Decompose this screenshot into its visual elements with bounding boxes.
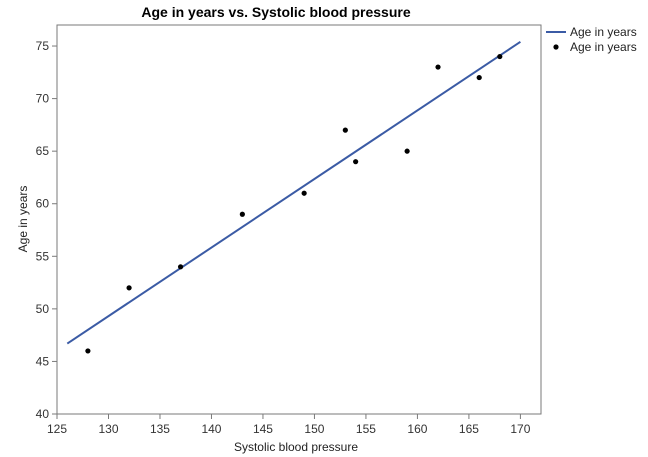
x-tick-label: 170 (510, 422, 530, 436)
y-axis: 40 45 50 55 60 65 70 75 (36, 39, 57, 421)
plot-marks (66, 40, 521, 354)
x-tick-label: 125 (47, 422, 67, 436)
data-point (404, 148, 410, 154)
x-tick-label: 130 (98, 422, 118, 436)
x-axis: 125 130 135 140 145 150 155 160 165 170 (47, 414, 531, 436)
data-point (301, 190, 307, 196)
data-point (435, 64, 441, 70)
x-tick-label: 160 (407, 422, 427, 436)
legend: Age in years Age in years (546, 25, 637, 54)
data-point (126, 285, 132, 291)
y-tick-label: 70 (36, 92, 50, 106)
y-axis-title: Age in years (16, 186, 30, 253)
y-tick-label: 65 (36, 144, 50, 158)
data-point (497, 53, 503, 60)
y-tick-label: 50 (36, 302, 50, 316)
x-tick-label: 150 (304, 422, 324, 436)
data-point (239, 211, 245, 217)
y-tick-label: 60 (36, 197, 50, 211)
y-tick-label: 40 (36, 407, 50, 421)
plot-area (56, 24, 542, 415)
data-point (177, 264, 184, 270)
data-point (85, 348, 91, 354)
x-axis-title: Systolic blood pressure (234, 440, 358, 454)
legend-line-label: Age in years (570, 25, 637, 39)
data-point (353, 159, 359, 165)
y-tick-label: 45 (36, 354, 50, 368)
data-point (342, 127, 348, 133)
x-tick-label: 140 (201, 422, 221, 436)
chart-title: Age in years vs. Systolic blood pressure (141, 4, 410, 20)
x-tick-label: 145 (253, 422, 273, 436)
y-tick-label: 55 (36, 249, 50, 263)
legend-point-label: Age in years (570, 40, 637, 54)
legend-point-swatch (553, 44, 559, 50)
fit-line (66, 40, 521, 345)
x-tick-label: 135 (150, 422, 170, 436)
x-tick-label: 155 (356, 422, 376, 436)
y-tick-label: 75 (36, 39, 50, 53)
data-point (476, 74, 482, 81)
x-tick-label: 165 (459, 422, 479, 436)
